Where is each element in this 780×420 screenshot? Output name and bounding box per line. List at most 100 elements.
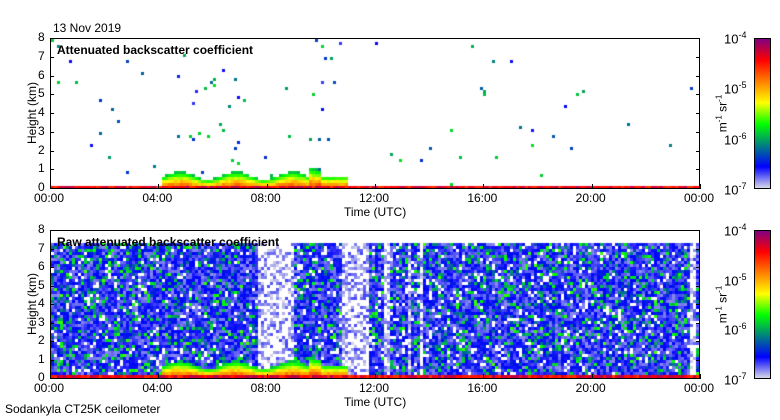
y-tick: [696, 75, 700, 77]
x-tick: [700, 374, 701, 379]
y-tick: [50, 131, 54, 133]
y-tick: [50, 113, 54, 114]
y-tick: [50, 75, 54, 77]
x-tick-label: 00:00: [684, 381, 715, 395]
tick-exponent: -5: [738, 271, 747, 282]
colorbar-tick-label: 10-4: [724, 30, 746, 46]
y-tick-label: 5: [38, 86, 45, 101]
y-tick-label: 1: [38, 351, 45, 366]
x-tick-label: 00:00: [34, 381, 65, 395]
y-tick: [696, 169, 700, 171]
heatmap-canvas: [51, 39, 699, 188]
y-tick: [50, 230, 54, 231]
colorbar-tick-label: 10-4: [724, 222, 746, 238]
x-tick-label: 00:00: [34, 191, 65, 205]
x-tick: [158, 184, 160, 189]
y-tick-label: 6: [38, 259, 45, 273]
colorbar-unit-label: m-1 sr-1: [714, 285, 730, 323]
y-tick: [696, 150, 700, 152]
x-axis-label: Time (UTC): [344, 205, 407, 219]
x-tick: [375, 374, 376, 379]
y-tick-label: 1: [38, 161, 45, 176]
y-tick: [50, 94, 54, 96]
colorbar: [754, 38, 771, 189]
y-tick-label: 7: [38, 48, 45, 63]
tick-exponent: -5: [738, 80, 747, 91]
x-tick: [591, 184, 593, 189]
tick-base: 10: [724, 131, 739, 147]
x-tick-label: 20:00: [575, 381, 606, 395]
y-tick-label: 2: [38, 142, 45, 157]
tick-exponent: -7: [738, 181, 747, 191]
x-tick: [375, 184, 376, 189]
colorbar-tick-label: 10-7: [724, 371, 746, 387]
y-tick-label: 0: [38, 180, 45, 194]
y-tick: [696, 322, 700, 324]
x-tick-label: 12:00: [359, 191, 390, 205]
y-tick: [696, 378, 700, 379]
x-tick: [158, 374, 160, 379]
y-tick-label: 4: [38, 105, 45, 119]
tick-base: 10: [724, 223, 739, 239]
y-tick: [696, 285, 700, 287]
panel-title: Attenuated backscatter coefficient: [57, 43, 254, 57]
colorbar-tick-label: 10-6: [724, 131, 746, 147]
x-axis-label: Time (UTC): [344, 395, 407, 409]
tick-base: 10: [724, 182, 739, 198]
tick-base: 10: [724, 272, 739, 288]
colorbar-tick-label: 10-5: [724, 80, 746, 96]
y-tick: [696, 304, 700, 305]
colorbar: [754, 230, 771, 379]
x-tick: [591, 374, 593, 379]
tick-base: 10: [724, 372, 739, 388]
y-tick: [50, 359, 54, 361]
y-tick-label: 7: [38, 240, 45, 255]
x-tick: [266, 374, 268, 379]
tick-exponent: -4: [738, 30, 747, 40]
colorbar-tick-label: 10-6: [724, 321, 746, 337]
x-tick-label: 08:00: [250, 381, 281, 395]
tick-exponent: -6: [738, 130, 747, 141]
y-tick: [50, 267, 54, 268]
y-tick: [50, 341, 54, 342]
y-tick: [696, 38, 700, 39]
y-tick: [50, 169, 54, 171]
y-tick: [50, 150, 54, 152]
y-axis-label: Height (km): [25, 272, 39, 335]
x-tick-label: 16:00: [467, 381, 498, 395]
y-tick-label: 3: [38, 314, 45, 329]
x-tick-label: 12:00: [359, 381, 390, 395]
plot-area: Raw attenuated backscatter coefficient: [50, 230, 700, 379]
x-tick-label: 20:00: [575, 191, 606, 205]
y-tick-label: 8: [38, 222, 45, 236]
y-tick: [696, 267, 700, 268]
y-tick: [50, 378, 54, 379]
y-axis-label: Height (km): [25, 81, 39, 144]
y-tick: [696, 131, 700, 133]
x-tick-label: 04:00: [142, 191, 173, 205]
x-tick-label: 08:00: [250, 191, 281, 205]
x-tick: [483, 374, 485, 379]
y-tick: [50, 322, 54, 324]
x-tick: [700, 184, 701, 189]
colorbar-tick-label: 10-7: [724, 181, 746, 197]
plot-area: Attenuated backscatter coefficient: [50, 38, 700, 189]
y-tick-label: 0: [38, 370, 45, 384]
y-tick: [696, 94, 700, 96]
y-tick: [696, 56, 700, 58]
y-tick: [50, 56, 54, 58]
y-tick: [50, 38, 54, 39]
tick-base: 10: [724, 81, 739, 97]
y-tick: [696, 248, 700, 250]
x-tick-label: 00:00: [684, 191, 715, 205]
y-tick: [50, 304, 54, 305]
y-tick-label: 6: [38, 67, 45, 82]
y-tick-label: 2: [38, 333, 45, 347]
y-tick: [696, 188, 700, 189]
x-tick: [50, 374, 51, 379]
y-tick: [696, 341, 700, 342]
colorbar-unit-label: m-1 sr-1: [714, 94, 730, 132]
tick-exponent: -7: [738, 371, 747, 381]
tick-exponent: -6: [738, 321, 747, 332]
